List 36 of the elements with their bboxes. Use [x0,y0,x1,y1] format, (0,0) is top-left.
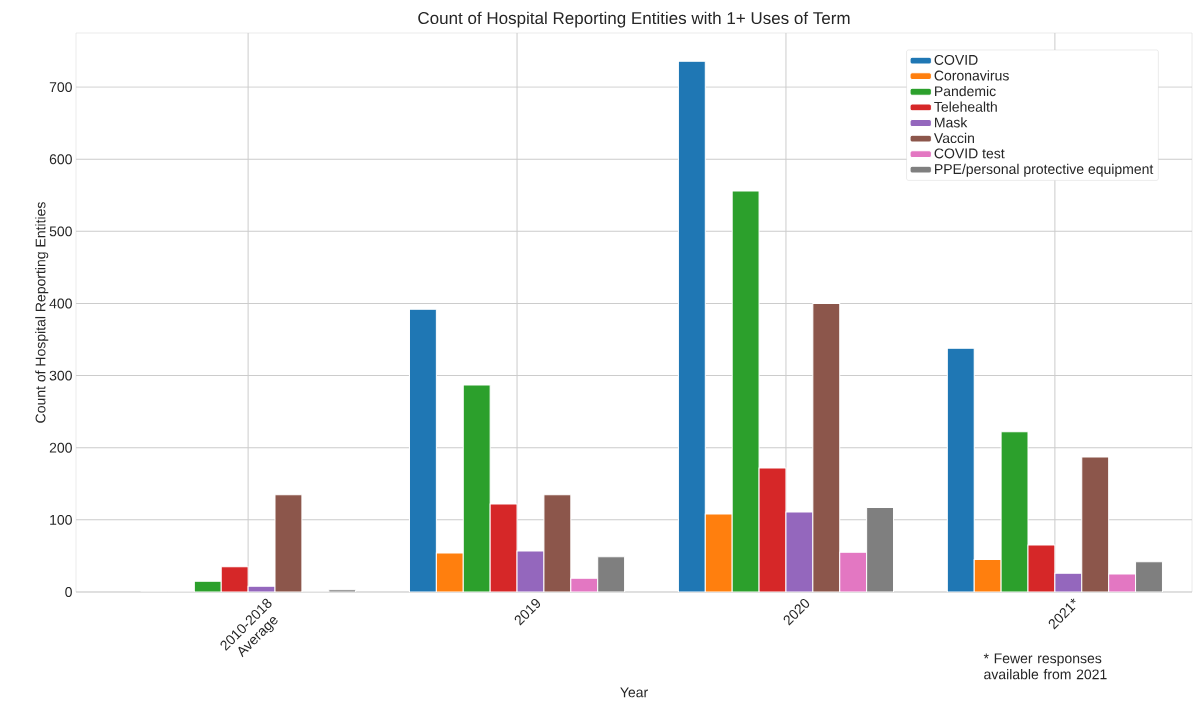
y-tick-label: 700 [49,82,72,93]
legend-label: PPE/personal protective equipment [935,163,1154,177]
bar [812,302,841,592]
bar [275,494,302,592]
bar [489,503,518,592]
bar [839,551,868,592]
y-tick-label: 300 [49,370,72,381]
bar [704,513,733,592]
chart-title: Count of Hospital Reporting Entities with 1+ Uses of Term [418,11,850,28]
text: * Fewer responses available from 2021 [983,653,1107,680]
legend-label: Coronavirus [934,70,1009,81]
bar [408,308,437,592]
bar [731,190,760,592]
bar [435,552,464,592]
y-tick-label: 200 [49,442,72,453]
legend-label: Vaccin [933,132,974,144]
y-tick-label: 0 [65,587,72,597]
bar [785,511,814,592]
legend-label: Mask [935,117,968,128]
bar [677,60,706,592]
bar [946,347,975,592]
bar [1000,431,1029,592]
bar [1081,456,1110,592]
legend-label: Telehealth [934,101,997,112]
y-axis-title: Count of Hospital Reporting Entities [35,202,49,423]
y-tick-label: 100 [50,514,72,525]
y-tick-label: 600 [49,154,72,165]
bar [758,467,787,592]
legend-label: COVID test [934,148,1005,159]
bar [462,384,491,592]
y-tick-label: 400 [49,298,72,309]
legend-label: COVID [934,54,978,65]
y-tick-label: 500 [49,226,72,237]
legend-label: Pandemic [935,85,996,97]
x-axis-title: Year [620,687,648,698]
bar [543,494,572,592]
